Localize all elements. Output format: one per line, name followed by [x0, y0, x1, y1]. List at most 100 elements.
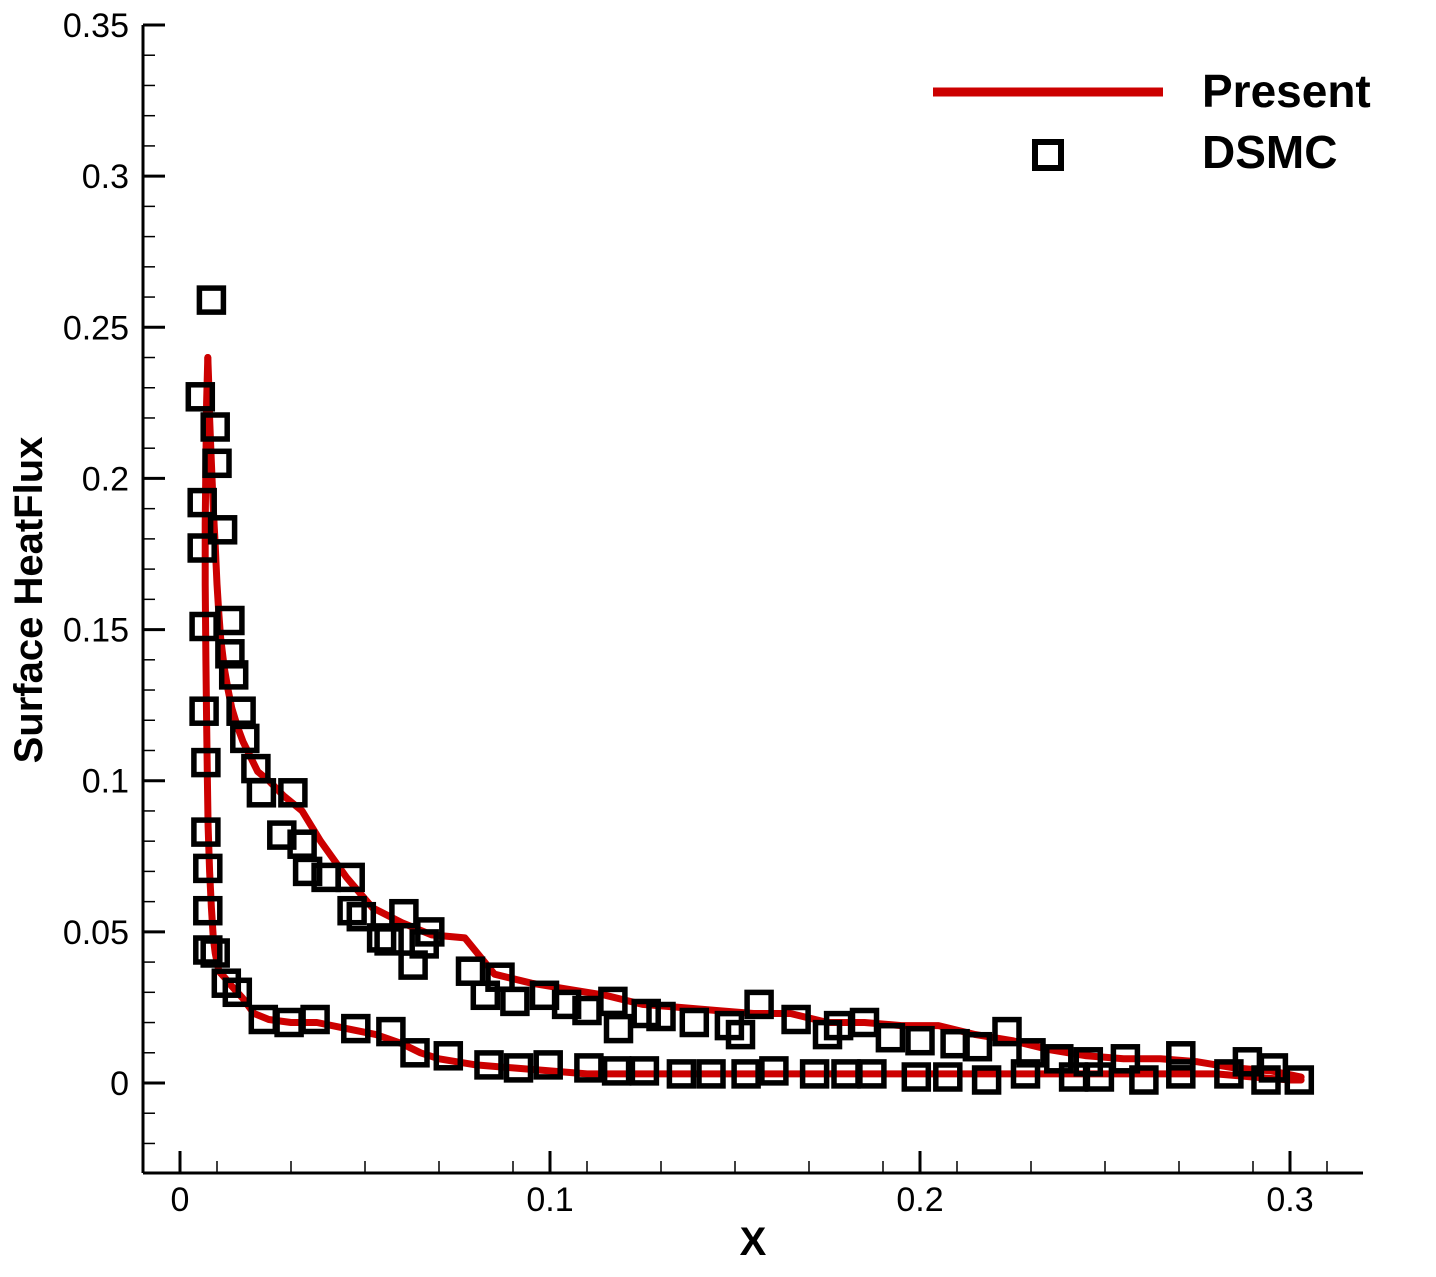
dsmc-marker — [267, 820, 297, 850]
y-tick-label: 0.1 — [82, 763, 129, 801]
dsmc-marker — [200, 412, 230, 442]
dsmc-marker — [189, 611, 219, 642]
dsmc-marker — [202, 448, 232, 479]
dsmc-marker — [629, 1056, 660, 1086]
dsmc-marker — [1214, 1059, 1244, 1089]
dsmc-marker — [474, 1050, 504, 1080]
present-line — [201, 354, 1305, 1084]
dsmc-marker — [374, 926, 404, 956]
axis-ticks-group — [142, 23, 1328, 1173]
dsmc-marker — [933, 1062, 963, 1092]
dsmc-marker — [744, 989, 774, 1020]
dsmc-marker — [666, 1059, 697, 1089]
series-layer — [185, 285, 1315, 1095]
x-tick-label: 0.1 — [526, 1181, 573, 1219]
present-line — [204, 354, 1305, 1081]
dsmc-marker — [191, 817, 221, 847]
dsmc-marker — [218, 660, 249, 690]
legend-dsmc-label: DSMC — [1202, 126, 1337, 178]
dsmc-marker — [1166, 1041, 1196, 1071]
dsmc-marker — [222, 977, 253, 1008]
dsmc-marker — [366, 923, 397, 953]
legend-present-label: Present — [1202, 65, 1371, 117]
dsmc-marker — [696, 1059, 726, 1089]
dsmc-marker — [1110, 1044, 1141, 1074]
legend-dsmc-marker — [1032, 139, 1064, 171]
dsmc-marker — [679, 1007, 710, 1038]
dsmc-marker — [200, 938, 230, 968]
dsmc-marker — [849, 1007, 880, 1038]
dsmc-marker — [193, 935, 223, 965]
dsmc-marker — [1016, 1038, 1046, 1068]
dsmc-marker — [400, 1038, 430, 1068]
dsmc-marker — [341, 1013, 371, 1044]
dsmc-marker — [226, 696, 256, 726]
dsmc-marker — [376, 1016, 406, 1047]
y-tick-label: 0.15 — [63, 612, 129, 650]
y-tick-label: 0.35 — [63, 7, 129, 45]
dsmc-marker — [300, 1004, 330, 1035]
dsmc-marker — [187, 533, 217, 563]
dsmc-marker — [971, 1065, 1002, 1095]
dsmc-marker — [901, 1062, 932, 1092]
dsmc-marker — [1010, 1059, 1041, 1089]
dsmc-marker — [470, 980, 501, 1011]
dsmc-marker — [193, 895, 223, 926]
dsmc-marker — [230, 723, 260, 754]
dsmc-marker — [992, 1016, 1022, 1047]
dsmc-marker — [500, 986, 530, 1017]
x-axis-title: X — [740, 1220, 767, 1264]
dsmc-marker — [287, 829, 317, 859]
dsmc-marker — [1129, 1065, 1159, 1095]
y-tick-label: 0.05 — [63, 914, 129, 952]
dsmc-marker — [193, 853, 223, 884]
dsmc-marker — [292, 856, 323, 887]
dsmc-marker — [759, 1056, 789, 1086]
dsmc-marker — [857, 1059, 887, 1089]
y-axis-title: Surface HeatFlux — [7, 437, 51, 764]
dsmc-marker — [574, 1053, 604, 1083]
x-tick-label: 0.3 — [1266, 1181, 1313, 1219]
dsmc-marker — [603, 1013, 634, 1044]
dsmc-marker — [598, 986, 628, 1017]
dsmc-marker — [503, 1053, 534, 1083]
dsmc-marker — [1251, 1065, 1281, 1095]
dsmc-marker — [346, 901, 377, 932]
tick-labels-group: 0 0.1 0.2 0.3 0 0.05 0.1 0.15 0.2 0.25 0.3 0.35 — [63, 7, 1314, 1219]
dsmc-marker — [189, 696, 219, 726]
dsmc-marker — [1084, 1062, 1115, 1092]
dsmc-marker — [207, 515, 238, 545]
dsmc-marker — [1284, 1065, 1315, 1095]
dsmc-marker — [731, 1059, 761, 1089]
y-tick-label: 0.2 — [82, 460, 129, 498]
dsmc-marker — [1044, 1044, 1074, 1074]
dsmc-marker — [601, 1056, 632, 1086]
dsmc-marker — [191, 747, 221, 778]
dsmc-marker — [781, 1004, 811, 1035]
dsmc-marker — [799, 1059, 830, 1089]
dsmc-marker — [278, 778, 308, 808]
dsmc-marker — [962, 1031, 993, 1062]
y-tick-label: 0.25 — [63, 309, 129, 347]
dsmc-marker — [725, 1019, 756, 1050]
y-tick-label: 0.3 — [82, 158, 129, 196]
dsmc-marker — [215, 639, 245, 669]
dsmc-marker — [311, 862, 341, 893]
legend: Present DSMC — [933, 65, 1371, 178]
dsmc-marker — [398, 950, 428, 980]
dsmc-marker — [196, 285, 227, 315]
dsmc-marker — [187, 487, 217, 518]
dsmc-marker — [533, 1050, 563, 1080]
dsmc-marker — [455, 956, 486, 986]
dsmc-marker — [246, 778, 277, 808]
dsmc-marker — [631, 998, 661, 1029]
dsmc-marker — [875, 1022, 906, 1053]
dsmc-marker — [646, 1001, 676, 1032]
x-tick-label: 0 — [171, 1181, 190, 1219]
dsmc-marker — [905, 1025, 935, 1056]
dsmc-marker — [337, 895, 367, 926]
y-tick-label: 0 — [110, 1065, 129, 1103]
x-tick-label: 0.2 — [896, 1181, 943, 1219]
dsmc-marker — [185, 382, 216, 412]
